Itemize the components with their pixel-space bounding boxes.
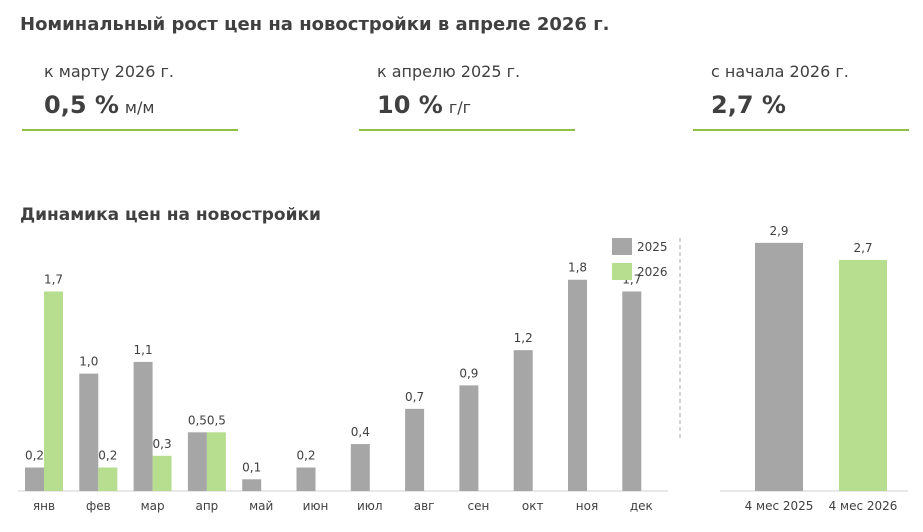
bar-label-2025-0: 0,2 bbox=[25, 449, 44, 463]
kpi-ytd-value-row: 2,7 % bbox=[693, 91, 909, 119]
bar-2025-10 bbox=[568, 279, 587, 491]
bar-label-2025-3: 0,5 bbox=[188, 413, 207, 427]
legend-swatch-2026 bbox=[612, 263, 632, 280]
x-tick-label-6: июл bbox=[357, 499, 383, 513]
x-tick-label-3: апр bbox=[195, 499, 218, 513]
bar-2025-0 bbox=[25, 467, 44, 491]
summary-bar-label-0: 2,9 bbox=[769, 224, 788, 238]
bar-2025-3 bbox=[187, 432, 207, 491]
legend-label-2025: 2025 bbox=[637, 240, 668, 254]
kpi-ytd-value: 2,7 % bbox=[711, 91, 786, 119]
bar-2026-0 bbox=[44, 291, 63, 491]
bar-label-2026-0: 1,7 bbox=[44, 272, 63, 286]
kpi-ytd-label: с начала 2026 г. bbox=[711, 62, 849, 81]
bar-label-2026-2: 0,3 bbox=[153, 437, 172, 451]
kpi-yoy-underline bbox=[359, 129, 575, 131]
bar-label-2025-9: 1,2 bbox=[514, 331, 533, 345]
bar-label-2025-8: 0,9 bbox=[459, 366, 478, 380]
summary-tick-label-1: 4 мес 2026 bbox=[829, 499, 898, 513]
bar-label-2025-2: 1,1 bbox=[134, 343, 153, 357]
kpi-mom-value: 0,5 % bbox=[44, 91, 119, 119]
x-tick-label-4: май bbox=[249, 499, 273, 513]
x-tick-label-10: ноя bbox=[576, 499, 598, 513]
kpi-ytd: с начала 2026 г. 2,7 % bbox=[693, 62, 909, 132]
x-tick-label-11: дек bbox=[630, 499, 653, 513]
x-tick-label-5: июн bbox=[303, 499, 329, 513]
x-tick-label-7: авг bbox=[414, 499, 435, 513]
x-tick-label-2: мар bbox=[141, 499, 165, 513]
kpi-mom: к марту 2026 г. 0,5 % м/м bbox=[22, 62, 238, 132]
bar-label-2025-7: 0,7 bbox=[405, 390, 424, 404]
bar-2025-9 bbox=[513, 350, 533, 491]
bar-2025-1 bbox=[79, 373, 99, 491]
kpi-mom-value-row: 0,5 % м/м bbox=[22, 91, 238, 119]
kpi-yoy-value-row: 10 % г/г bbox=[359, 91, 575, 119]
chart-title: Динамика цен на новостройки bbox=[20, 205, 321, 225]
kpi-yoy-value: 10 % bbox=[377, 91, 443, 119]
legend-swatch-2025 bbox=[612, 238, 632, 255]
summary-tick-label-0: 4 мес 2025 bbox=[745, 499, 814, 513]
kpi-yoy-unit: г/г bbox=[448, 98, 472, 117]
bar-2026-2 bbox=[152, 455, 172, 491]
kpi-ytd-underline bbox=[693, 129, 909, 131]
bar-2025-8 bbox=[459, 385, 479, 491]
kpi-mom-unit: м/м bbox=[124, 98, 155, 117]
bar-label-2025-4: 0,1 bbox=[242, 460, 261, 474]
x-tick-label-1: фев bbox=[86, 499, 111, 513]
x-tick-label-9: окт bbox=[522, 499, 544, 513]
bar-2025-5 bbox=[296, 467, 316, 491]
summary-bar-1 bbox=[839, 259, 887, 491]
kpi-yoy: к апрелю 2025 г. 10 % г/г bbox=[359, 62, 575, 132]
bar-label-2025-6: 0,4 bbox=[351, 425, 370, 439]
page-title: Номинальный рост цен на новостройки в ап… bbox=[20, 14, 610, 35]
bar-2026-3 bbox=[206, 432, 226, 491]
bar-label-2026-1: 0,2 bbox=[98, 449, 117, 463]
bar-2025-2 bbox=[133, 361, 153, 491]
bar-2025-6 bbox=[350, 444, 370, 491]
summary-bar-0 bbox=[755, 242, 803, 491]
bar-label-2025-5: 0,2 bbox=[296, 449, 315, 463]
bar-2025-4 bbox=[242, 479, 262, 491]
bar-label-2026-3: 0,5 bbox=[207, 413, 226, 427]
summary-bar-label-1: 2,7 bbox=[853, 241, 872, 255]
x-tick-label-8: сен bbox=[467, 499, 489, 513]
bar-2026-1 bbox=[98, 467, 118, 491]
x-tick-label-0: янв bbox=[33, 499, 55, 513]
bar-label-2025-1: 1,0 bbox=[79, 355, 98, 369]
bar-label-2025-10: 1,8 bbox=[568, 261, 587, 275]
kpi-yoy-label: к апрелю 2025 г. bbox=[377, 62, 521, 81]
kpi-mom-underline bbox=[22, 129, 238, 131]
legend-label-2026: 2026 bbox=[637, 265, 668, 279]
bar-2025-7 bbox=[405, 408, 425, 491]
bar-2025-11 bbox=[622, 291, 642, 491]
kpi-mom-label: к марту 2026 г. bbox=[44, 62, 174, 81]
